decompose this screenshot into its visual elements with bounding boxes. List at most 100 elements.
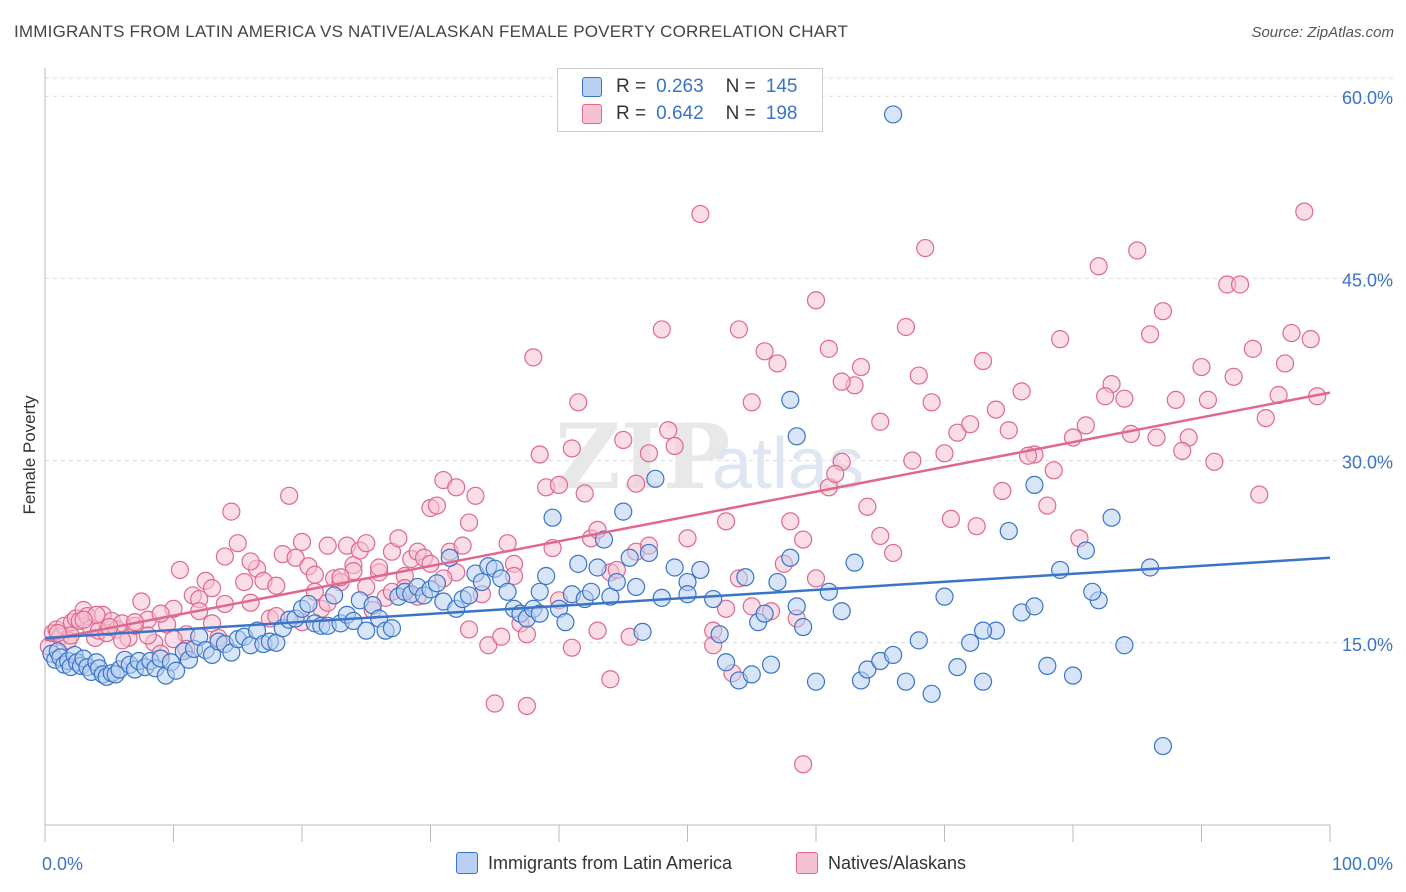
data-point bbox=[1121, 424, 1140, 443]
data-point bbox=[479, 636, 498, 655]
data-point bbox=[524, 348, 543, 367]
data-point bbox=[999, 521, 1018, 541]
data-point bbox=[112, 631, 132, 650]
data-point bbox=[832, 372, 851, 391]
data-point bbox=[382, 619, 402, 638]
axes bbox=[44, 68, 1331, 842]
data-point bbox=[883, 645, 903, 665]
bottom-legend-pink: Natives/Alaskans bbox=[796, 852, 966, 874]
data-point bbox=[858, 660, 877, 679]
data-point bbox=[736, 568, 755, 587]
legend-row-blue: R = 0.263 N = 145 bbox=[582, 75, 797, 99]
data-point bbox=[678, 529, 697, 548]
data-point bbox=[729, 320, 749, 339]
data-point bbox=[466, 486, 485, 505]
y-tick-label: 60.0% bbox=[1342, 88, 1393, 108]
data-point bbox=[935, 444, 954, 463]
chart-title: IMMIGRANTS FROM LATIN AMERICA VS NATIVE/… bbox=[14, 22, 849, 41]
data-point bbox=[1012, 382, 1031, 401]
data-point bbox=[1076, 541, 1095, 560]
data-point bbox=[948, 657, 967, 677]
data-point bbox=[1275, 354, 1295, 373]
data-point bbox=[132, 592, 151, 611]
data-point bbox=[806, 672, 826, 691]
data-point bbox=[569, 393, 588, 412]
data-point bbox=[909, 366, 928, 385]
data-point bbox=[202, 579, 222, 598]
data-point bbox=[389, 529, 408, 548]
series-immigrants-points bbox=[42, 105, 1173, 756]
bottom-legend-pink-label: Natives/Alaskans bbox=[828, 852, 967, 873]
data-point bbox=[459, 586, 479, 605]
data-point bbox=[459, 513, 479, 532]
data-point bbox=[292, 532, 312, 552]
data-point bbox=[1051, 330, 1070, 349]
data-point bbox=[768, 572, 787, 592]
data-point bbox=[781, 512, 800, 531]
pink-swatch bbox=[796, 852, 818, 874]
data-point bbox=[305, 565, 324, 584]
data-point bbox=[562, 439, 581, 458]
bottom-legend-blue: Immigrants from Latin America bbox=[456, 852, 732, 874]
data-point bbox=[967, 517, 986, 536]
data-point bbox=[472, 572, 491, 592]
data-point bbox=[344, 611, 363, 631]
data-point bbox=[601, 670, 620, 689]
data-point bbox=[427, 574, 447, 593]
data-point bbox=[973, 672, 993, 691]
y-tick-label: 45.0% bbox=[1342, 270, 1393, 290]
data-point bbox=[325, 586, 344, 605]
data-point bbox=[1044, 461, 1063, 480]
data-point bbox=[1083, 582, 1102, 601]
data-point bbox=[986, 400, 1006, 419]
data-point bbox=[1301, 330, 1320, 349]
legend-n-value-pink: 198 bbox=[765, 103, 798, 124]
data-point bbox=[999, 421, 1018, 440]
data-point bbox=[691, 560, 710, 580]
data-point bbox=[569, 554, 588, 573]
legend-row-pink: R = 0.642 N = 198 bbox=[582, 102, 797, 126]
data-point bbox=[1166, 390, 1185, 409]
data-point bbox=[447, 478, 466, 497]
data-point bbox=[1153, 736, 1173, 756]
data-point bbox=[267, 576, 286, 595]
data-point bbox=[646, 469, 665, 488]
data-point bbox=[806, 569, 826, 588]
data-point bbox=[1256, 408, 1275, 428]
data-point bbox=[549, 475, 569, 495]
bottom-legend: Immigrants from Latin America Natives/Al… bbox=[0, 852, 1406, 878]
data-point bbox=[357, 534, 376, 553]
data-point bbox=[716, 599, 736, 618]
data-point bbox=[74, 610, 93, 629]
data-point bbox=[485, 694, 504, 713]
data-point bbox=[781, 390, 800, 409]
data-point bbox=[903, 451, 922, 470]
data-point bbox=[1115, 636, 1134, 655]
data-point bbox=[787, 427, 806, 446]
data-point bbox=[1198, 390, 1218, 409]
tick-labels: 15.0% 30.0% 45.0% 60.0% 0.0% 100.0% bbox=[42, 88, 1393, 874]
data-point bbox=[492, 627, 511, 646]
data-point bbox=[896, 317, 916, 337]
data-point bbox=[1173, 441, 1192, 460]
legend-r-value-pink: 0.642 bbox=[656, 103, 704, 124]
data-point bbox=[716, 512, 736, 531]
y-tick-label: 15.0% bbox=[1342, 635, 1393, 655]
y-tick-label: 30.0% bbox=[1342, 453, 1393, 473]
data-point bbox=[588, 621, 607, 640]
trend-lines bbox=[44, 391, 1331, 642]
data-point bbox=[851, 357, 871, 377]
data-point bbox=[909, 631, 928, 650]
data-point bbox=[1128, 241, 1147, 260]
data-point bbox=[761, 655, 781, 674]
data-point bbox=[691, 204, 710, 224]
data-point bbox=[222, 502, 241, 521]
data-point bbox=[1038, 656, 1057, 675]
data-point bbox=[1102, 508, 1121, 527]
data-point bbox=[1076, 416, 1095, 435]
data-point bbox=[871, 412, 890, 431]
data-point bbox=[819, 582, 838, 601]
data-point bbox=[1224, 367, 1243, 386]
trend-line-natives bbox=[44, 391, 1331, 642]
